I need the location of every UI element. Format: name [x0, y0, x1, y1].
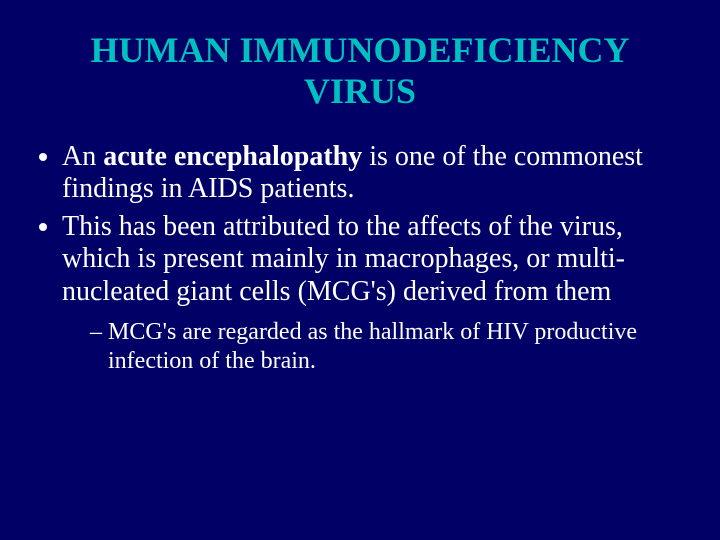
slide-title: HUMAN IMMUNODEFICIENCY VIRUS — [40, 30, 680, 113]
title-line-2: VIRUS — [304, 71, 416, 111]
bullet-text-bold: acute encephalopathy — [103, 141, 362, 172]
bullet-text-prefix: An — [62, 141, 103, 172]
slide: HUMAN IMMUNODEFICIENCY VIRUS An acute en… — [0, 0, 720, 540]
sub-bullet-list: MCG's are regarded as the hallmark of HI… — [62, 318, 680, 376]
bullet-text: This has been attributed to the affects … — [62, 211, 625, 306]
sub-bullet-item: MCG's are regarded as the hallmark of HI… — [90, 318, 680, 376]
bullet-item: This has been attributed to the affects … — [62, 211, 680, 375]
bullet-item: An acute encephalopathy is one of the co… — [62, 141, 680, 205]
sub-bullet-text: MCG's are regarded as the hallmark of HI… — [108, 319, 637, 374]
title-line-1: HUMAN IMMUNODEFICIENCY — [91, 30, 630, 70]
bullet-list: An acute encephalopathy is one of the co… — [40, 141, 680, 376]
